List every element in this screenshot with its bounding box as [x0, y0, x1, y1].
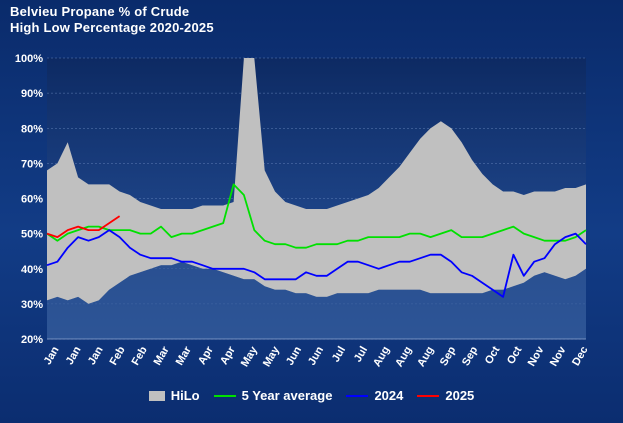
chart-title-line1: Belvieu Propane % of Crude: [10, 4, 190, 19]
x-tick-label: May: [239, 344, 261, 369]
y-tick-label: 30%: [21, 299, 43, 311]
x-tick-label: Oct: [505, 344, 525, 366]
x-tick-label: Oct: [483, 344, 503, 366]
x-tick-label: Sep: [460, 344, 481, 368]
x-tick-label: Jan: [86, 344, 106, 367]
legend-item-2024: 2024: [346, 388, 403, 403]
low-area: [47, 261, 586, 339]
hilo-band-area: [47, 58, 586, 304]
series-2025-line: [46, 215, 121, 239]
chart-legend: HiLo 5 Year average 2024 2025: [0, 388, 623, 403]
legend-label-2024: 2024: [374, 388, 404, 403]
x-tick-label: Jun: [284, 344, 304, 367]
x-tick-label: Mar: [174, 344, 195, 368]
x-tick-label: Jun: [306, 344, 326, 367]
y-axis: 20% 30% 40% 50% 60% 70% 80% 90% 100%: [15, 53, 43, 346]
y-tick-label: 60%: [21, 194, 43, 206]
hilo-band: [47, 58, 586, 339]
series-5yr-average-line: [46, 183, 587, 249]
x-tick-label: Nov: [526, 344, 547, 369]
legend-label-2025: 2025: [445, 388, 475, 403]
y-tick-label: 70%: [21, 158, 43, 170]
series-2024-line: [46, 229, 587, 298]
x-tick-label: Dec: [570, 345, 590, 368]
x-tick-label: Jan: [42, 344, 62, 367]
chart-title-line2: High Low Percentage 2020-2025: [10, 20, 214, 35]
legend-label-hilo: HiLo: [170, 388, 200, 403]
legend-label-5yr: 5 Year average: [241, 388, 333, 403]
y-tick-label: 50%: [21, 229, 43, 241]
legend-item-hilo: HiLo: [148, 388, 200, 403]
x-tick-label: Sep: [438, 344, 459, 368]
legend-swatch-5yr: [213, 394, 236, 397]
legend-swatch-2024: [346, 394, 369, 397]
series-lines: [46, 183, 587, 298]
x-tick-label: Jul: [352, 345, 370, 365]
x-tick-label: Apr: [218, 344, 238, 367]
chart-title: Belvieu Propane % of Crude High Low Perc…: [10, 4, 214, 36]
legend-swatch-hilo: [148, 390, 165, 401]
x-tick-label: Aug: [415, 344, 436, 369]
x-tick-label: Aug: [371, 344, 392, 369]
y-tick-label: 100%: [15, 53, 43, 65]
y-tick-label: 80%: [21, 123, 43, 135]
x-tick-label: Jan: [64, 344, 84, 367]
x-tick-label: Feb: [108, 344, 128, 367]
x-tick-label: Apr: [196, 344, 216, 367]
y-tick-label: 20%: [21, 334, 43, 346]
x-tick-label: May: [261, 344, 283, 369]
x-tick-label: Aug: [393, 345, 414, 370]
y-tick-label: 90%: [21, 88, 43, 100]
legend-swatch-2025: [417, 394, 440, 397]
x-axis: Jan Jan Jan Feb Feb Mar Mar Apr Apr May May Jun Jun J…: [42, 338, 591, 370]
x-tick-label: Mar: [152, 344, 173, 368]
x-tick-label: Jul: [330, 344, 348, 364]
legend-item-5yr: 5 Year average: [213, 388, 333, 403]
x-tick-label: Nov: [548, 344, 569, 369]
legend-item-2025: 2025: [417, 388, 474, 403]
y-tick-label: 40%: [21, 264, 43, 276]
x-tick-label: Feb: [130, 344, 150, 367]
